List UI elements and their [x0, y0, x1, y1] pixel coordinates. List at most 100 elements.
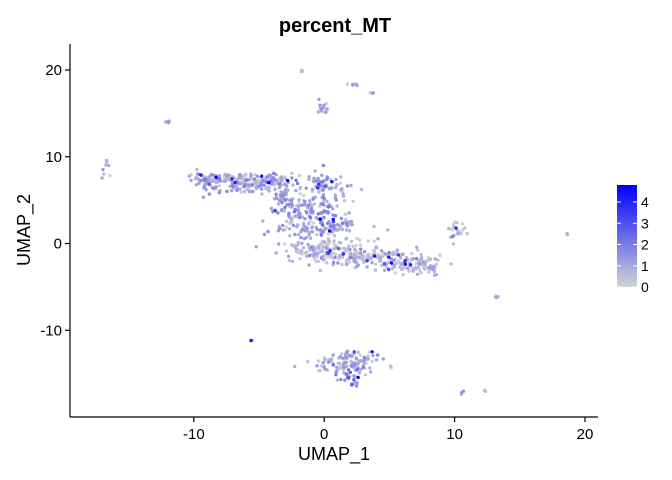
- data-point: [358, 359, 363, 363]
- data-point: [343, 219, 348, 223]
- x-axis-ticks: -10 0 10 20: [183, 417, 593, 443]
- data-point: [303, 251, 308, 255]
- data-point: [273, 187, 277, 191]
- data-point: [315, 227, 319, 232]
- data-point: [217, 184, 222, 188]
- data-point: [323, 209, 327, 214]
- data-point: [201, 195, 206, 199]
- data-point: [359, 247, 363, 251]
- data-point: [325, 221, 330, 225]
- data-point: [336, 228, 341, 232]
- data-point: [325, 176, 330, 180]
- data-point: [308, 216, 313, 220]
- data-point: [311, 248, 316, 252]
- data-point: [358, 353, 362, 357]
- data-point: [380, 263, 384, 268]
- data-point: [266, 229, 270, 234]
- data-point: [277, 242, 281, 246]
- data-point: [349, 364, 354, 368]
- data-point: [309, 245, 313, 249]
- data-point: [362, 250, 367, 254]
- data-point: [351, 83, 355, 87]
- data-point: [315, 254, 319, 258]
- data-point: [350, 239, 354, 244]
- data-point: [214, 180, 218, 184]
- data-point: [416, 265, 421, 269]
- data-point: [287, 254, 291, 258]
- data-point: [354, 243, 358, 248]
- data-point: [342, 365, 346, 370]
- data-point: [366, 239, 370, 243]
- data-point: [340, 262, 344, 267]
- data-point: [463, 226, 467, 230]
- data-point: [319, 107, 324, 111]
- data-point: [433, 257, 437, 261]
- data-point: [225, 189, 229, 194]
- data-point: [305, 360, 310, 364]
- data-point: [323, 357, 327, 362]
- data-point: [381, 357, 385, 361]
- data-point: [297, 215, 302, 220]
- data-point: [382, 268, 387, 272]
- data-point: [311, 179, 315, 183]
- data-point: [347, 353, 351, 358]
- data-point: [297, 251, 301, 255]
- data-point: [310, 209, 314, 214]
- data-point: [199, 179, 203, 183]
- data-point: [449, 262, 453, 266]
- data-point: [403, 262, 408, 266]
- data-point: [302, 193, 306, 198]
- data-point: [333, 193, 338, 197]
- data-point: [365, 253, 369, 257]
- data-point: [272, 183, 276, 187]
- data-point: [355, 252, 359, 256]
- data-point: [360, 257, 364, 261]
- data-point: [294, 178, 298, 182]
- data-point: [308, 236, 313, 241]
- data-point: [326, 241, 330, 245]
- data-point: [366, 357, 370, 361]
- data-point: [203, 184, 207, 188]
- data-point: [307, 263, 311, 267]
- data-point: [393, 271, 397, 275]
- data-point: [290, 171, 294, 176]
- data-point: [212, 173, 216, 178]
- data-point: [335, 365, 339, 370]
- data-point: [293, 364, 297, 369]
- data-point: [207, 192, 212, 196]
- data-point: [459, 231, 463, 236]
- data-point: [329, 224, 333, 229]
- data-point: [331, 260, 336, 265]
- data-point: [344, 262, 349, 267]
- data-point: [342, 362, 346, 366]
- data-point: [283, 182, 287, 186]
- data-point: [336, 246, 340, 251]
- data-point: [285, 178, 290, 183]
- data-point: [307, 175, 311, 179]
- data-point: [199, 173, 203, 177]
- data-point: [352, 253, 356, 257]
- data-point: [251, 189, 255, 194]
- data-point: [483, 389, 488, 393]
- data-point: [187, 174, 191, 178]
- data-point: [249, 338, 253, 343]
- data-point: [355, 381, 359, 385]
- data-point: [373, 268, 377, 272]
- scatter-points: [100, 68, 570, 397]
- data-point: [417, 261, 422, 266]
- data-point: [309, 206, 314, 211]
- data-point: [428, 265, 432, 269]
- data-point: [289, 199, 293, 204]
- data-point: [284, 249, 289, 253]
- data-point: [419, 271, 423, 275]
- data-point: [294, 250, 299, 254]
- data-point: [398, 255, 403, 259]
- data-point: [456, 232, 460, 236]
- data-point: [305, 211, 309, 215]
- data-point: [321, 188, 325, 192]
- data-point: [322, 365, 326, 369]
- data-point: [207, 182, 211, 186]
- data-point: [343, 378, 347, 382]
- data-point: [300, 241, 304, 245]
